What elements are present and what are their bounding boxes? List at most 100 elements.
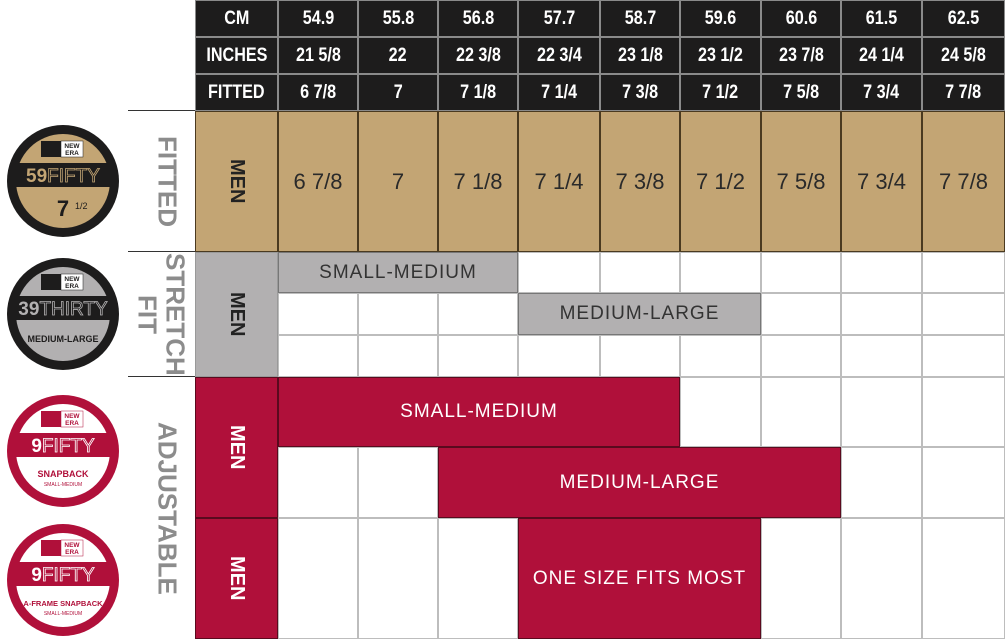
header-cell: 7 3/4 [841,74,922,111]
grid-cell [922,377,1005,447]
stretch-size-bar: SMALL-MEDIUM [278,252,518,293]
header-cell: 21 5/8 [278,37,358,74]
header-cell: 7 5/8 [761,74,841,111]
stretch-label-line1: STRETCH [160,253,191,376]
badge-band [16,433,110,457]
grid-cell [358,293,438,335]
group-label-men: MEN [195,111,278,252]
badge-size: 7 [57,196,69,221]
header-cell: 24 1/4 [841,37,922,74]
fitted-size-cell: 7 5/8 [761,111,841,252]
grid-cell [358,447,438,518]
badge-fit: MEDIUM-LARGE [28,334,99,344]
brand-era: ERA [65,283,79,290]
header-cell: 61.5 [841,0,922,37]
grid-cell [761,293,841,335]
new-era-flag-icon [41,540,61,556]
stretch-size-bar: MEDIUM-LARGE [518,293,761,335]
grid-cell [841,293,922,335]
header-row-label: CM [195,0,278,37]
new-era-flag-icon [41,141,61,157]
grid-cell [278,518,358,639]
section-label-fitted: FITTED [152,136,183,227]
header-row-label: FITTED [195,74,278,111]
header-cell: 57.7 [518,0,600,37]
badge-model: 9FIFTY [31,436,95,457]
badge-size-range: SMALL-MEDIUM [44,611,82,617]
section-divider [128,376,195,377]
grid-cell [922,447,1005,518]
group-label-men: MEN [195,377,278,518]
header-cell: 7 [358,74,438,111]
grid-cell [841,518,922,639]
badge-size-fraction: 1/2 [75,201,88,211]
grid-cell [922,518,1005,639]
header-cell: 59.6 [680,0,761,37]
new-era-flag-icon [41,411,61,427]
grid-cell [680,252,761,293]
grid-cell [438,293,518,335]
brand-new: NEW [64,143,80,150]
fitted-size-cell: 7 1/4 [518,111,600,252]
grid-cell [278,335,358,377]
grid-cell [518,335,600,377]
grid-cell [761,377,841,447]
grid-cell [761,252,841,293]
men-label: MEN [226,159,248,204]
brand-new: NEW [64,542,80,549]
header-cell: 23 1/2 [680,37,761,74]
adjustable-size-bar: MEDIUM-LARGE [438,447,841,518]
grid-cell [922,335,1005,377]
grid-cell [278,293,358,335]
badge-model: 9FIFTY [31,565,95,586]
men-label: MEN [226,556,248,601]
section-label-stretch: STRETCH FIT [128,252,195,377]
header-cell: 7 1/8 [438,74,518,111]
badge-model: 39THIRTY [18,299,108,320]
badge-size-range: SMALL-MEDIUM [44,482,82,488]
grid-cell [841,252,922,293]
grid-cell [358,335,438,377]
grid-cell [518,252,600,293]
section-label-adjustable: ADJUSTABLE [152,421,183,595]
grid-cell [841,335,922,377]
fitted-size-cell: 7 1/2 [680,111,761,252]
grid-cell [438,518,518,639]
fitted-size-cell: 7 1/8 [438,111,518,252]
header-cell: 62.5 [922,0,1005,37]
brand-era: ERA [65,150,79,157]
header-cell: 7 1/4 [518,74,600,111]
badge-band [16,163,110,187]
grid-cell [680,335,761,377]
brand-era: ERA [65,420,79,427]
header-cell: 24 5/8 [922,37,1005,74]
badge-model: 59FIFTY [26,166,100,187]
badge-band [16,562,110,586]
section-divider [128,251,195,252]
header-cell: 23 7/8 [761,37,841,74]
badge-style: SNAPBACK [37,469,89,479]
adjustable-size-bar: SMALL-MEDIUM [278,377,680,447]
grid-cell [841,377,922,447]
header-cell: 54.9 [278,0,358,37]
grid-cell [358,518,438,639]
grid-cell [600,335,680,377]
header-cell: 7 3/8 [600,74,680,111]
grid-cell [278,447,358,518]
header-cell: 22 3/4 [518,37,600,74]
adjustable-size-bar: ONE SIZE FITS MOST [518,518,761,639]
fitted-size-cell: 6 7/8 [278,111,358,252]
header-cell: 55.8 [358,0,438,37]
section-divider [128,110,195,111]
grid-cell [841,447,922,518]
grid-cell [922,252,1005,293]
header-cell: 7 7/8 [922,74,1005,111]
grid-cell [761,518,841,639]
fitted-size-cell: 7 3/8 [600,111,680,252]
grid-cell [680,377,761,447]
badge-band [16,296,110,320]
header-cell: 23 1/8 [600,37,680,74]
